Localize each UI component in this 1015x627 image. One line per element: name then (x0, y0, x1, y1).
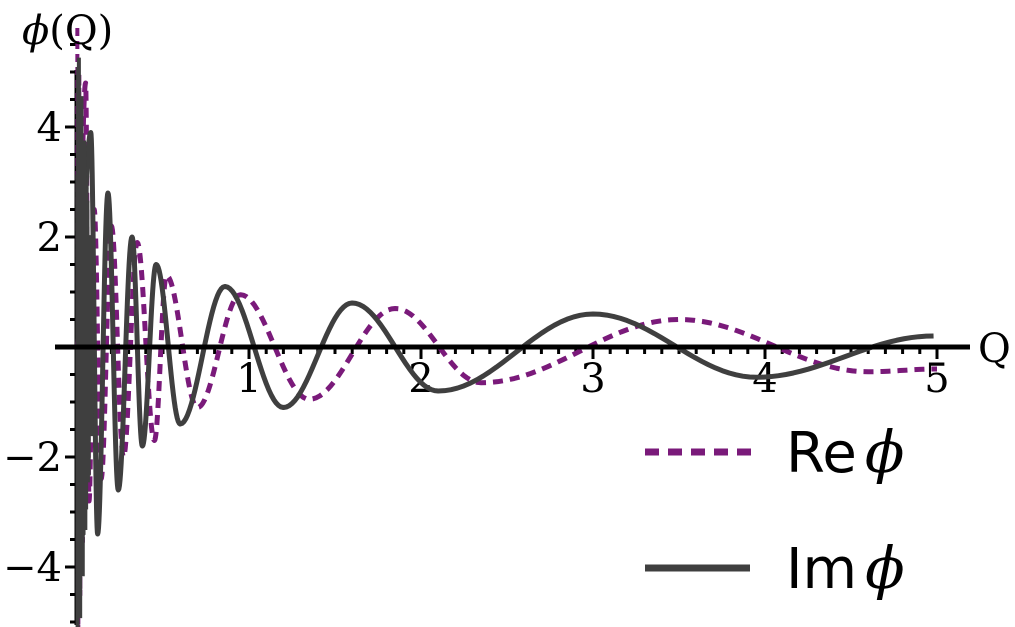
x-tick-label: 5 (924, 356, 949, 402)
series-layer (55, 27, 970, 627)
y-tick-label: −2 (3, 435, 62, 481)
x-axis-label: Q (978, 326, 1011, 372)
legend-item-re: Re ϕ (645, 418, 904, 486)
x-tick-label: 2 (408, 356, 433, 402)
y-axis-label-suffix: (Q) (49, 8, 113, 54)
x-tick-label: 3 (580, 356, 605, 402)
legend: Re ϕ Im ϕ (645, 418, 905, 602)
legend-item-im: Im ϕ (645, 534, 905, 602)
series-line-im (74, 130, 934, 537)
legend-label-im: Im ϕ (786, 534, 905, 602)
y-axis-label-symbol: ϕ (22, 8, 49, 54)
series-band-im (75, 57, 95, 627)
y-tick-label: −4 (3, 545, 62, 591)
y-tick-label: 4 (37, 105, 62, 151)
y-axis-label: ϕ(Q) (22, 8, 113, 54)
legend-label-re: Re ϕ (786, 418, 904, 486)
y-tick-label: 2 (37, 215, 62, 261)
